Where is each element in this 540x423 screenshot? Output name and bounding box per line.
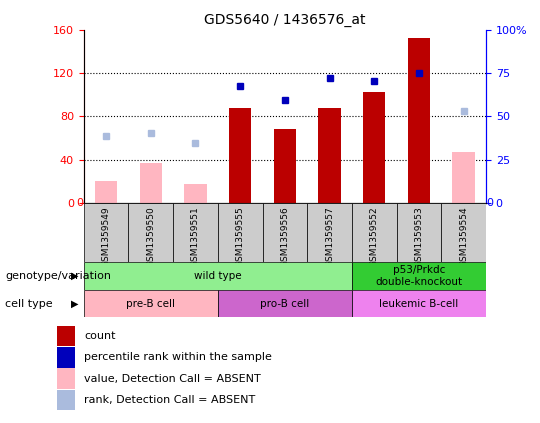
Bar	[184, 184, 207, 203]
Text: GSM1359552: GSM1359552	[370, 206, 379, 266]
Bar	[173, 203, 218, 262]
Text: value, Detection Call = ABSENT: value, Detection Call = ABSENT	[84, 374, 261, 384]
Bar	[84, 203, 129, 262]
Bar	[218, 203, 262, 262]
Bar	[57, 368, 75, 389]
Bar	[218, 290, 352, 317]
Bar	[95, 181, 117, 203]
Bar	[57, 326, 75, 346]
Bar	[274, 129, 296, 203]
Text: 0: 0	[486, 198, 493, 208]
Text: GSM1359551: GSM1359551	[191, 206, 200, 267]
Text: ▶: ▶	[71, 299, 78, 308]
Bar	[319, 107, 341, 203]
Text: GSM1359553: GSM1359553	[415, 206, 423, 267]
Text: cell type: cell type	[5, 299, 53, 308]
Text: GSM1359555: GSM1359555	[235, 206, 245, 267]
Bar	[363, 93, 386, 203]
Text: percentile rank within the sample: percentile rank within the sample	[84, 352, 272, 363]
Text: GSM1359549: GSM1359549	[102, 206, 111, 266]
Bar	[139, 163, 162, 203]
Bar	[307, 203, 352, 262]
Bar	[453, 152, 475, 203]
Text: GSM1359557: GSM1359557	[325, 206, 334, 267]
Bar	[408, 38, 430, 203]
Bar	[57, 347, 75, 368]
Text: GSM1359556: GSM1359556	[280, 206, 289, 267]
Text: pre-B cell: pre-B cell	[126, 299, 176, 308]
Bar	[84, 262, 352, 290]
Text: genotype/variation: genotype/variation	[5, 271, 111, 281]
Bar	[352, 262, 486, 290]
Bar	[57, 390, 75, 410]
Bar	[352, 290, 486, 317]
Bar	[396, 203, 441, 262]
Text: p53/Prkdc
double-knockout: p53/Prkdc double-knockout	[375, 265, 463, 287]
Bar	[262, 203, 307, 262]
Text: count: count	[84, 331, 116, 341]
Text: rank, Detection Call = ABSENT: rank, Detection Call = ABSENT	[84, 395, 255, 405]
Text: ▶: ▶	[71, 271, 78, 281]
Bar	[441, 203, 486, 262]
Title: GDS5640 / 1436576_at: GDS5640 / 1436576_at	[204, 13, 366, 27]
Bar	[84, 290, 218, 317]
Bar	[229, 107, 251, 203]
Text: wild type: wild type	[194, 271, 241, 281]
Bar	[129, 203, 173, 262]
Text: leukemic B-cell: leukemic B-cell	[379, 299, 458, 308]
Text: 0: 0	[77, 198, 84, 208]
Text: GSM1359550: GSM1359550	[146, 206, 156, 267]
Text: pro-B cell: pro-B cell	[260, 299, 309, 308]
Text: GSM1359554: GSM1359554	[459, 206, 468, 266]
Bar	[352, 203, 396, 262]
